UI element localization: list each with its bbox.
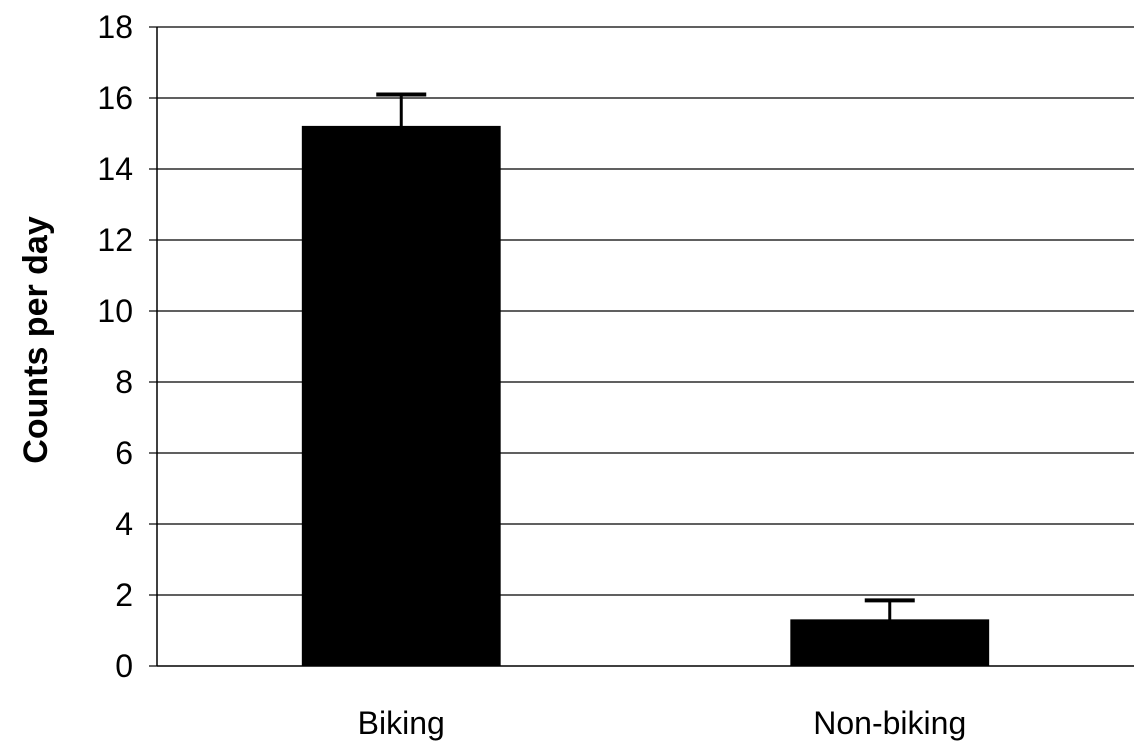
y-tick-labels: 0 2 4 6 8 10 12 14 16 18 [97, 9, 133, 684]
x-tick-label: Biking [358, 705, 445, 741]
x-tick-label: Non-biking [813, 705, 966, 741]
y-axis-label: Counts per day [17, 216, 55, 464]
bar-biking [301, 125, 501, 667]
y-tick-label: 16 [97, 80, 133, 116]
error-bars [376, 92, 915, 620]
y-tick-label: 8 [115, 364, 133, 400]
y-tick-label: 4 [115, 506, 133, 542]
bars [301, 125, 990, 667]
y-tick-label: 6 [115, 435, 133, 471]
y-tick-label: 10 [97, 293, 133, 329]
y-tick-label: 18 [97, 9, 133, 45]
y-tick-label: 12 [97, 222, 133, 258]
x-tick-labels: Biking Non-biking [358, 705, 967, 741]
axes [149, 26, 1134, 667]
y-tick-label: 14 [97, 151, 133, 187]
y-tick-label: 2 [115, 577, 133, 613]
y-tick-label: 0 [115, 648, 133, 684]
bar-non-biking [790, 619, 990, 667]
